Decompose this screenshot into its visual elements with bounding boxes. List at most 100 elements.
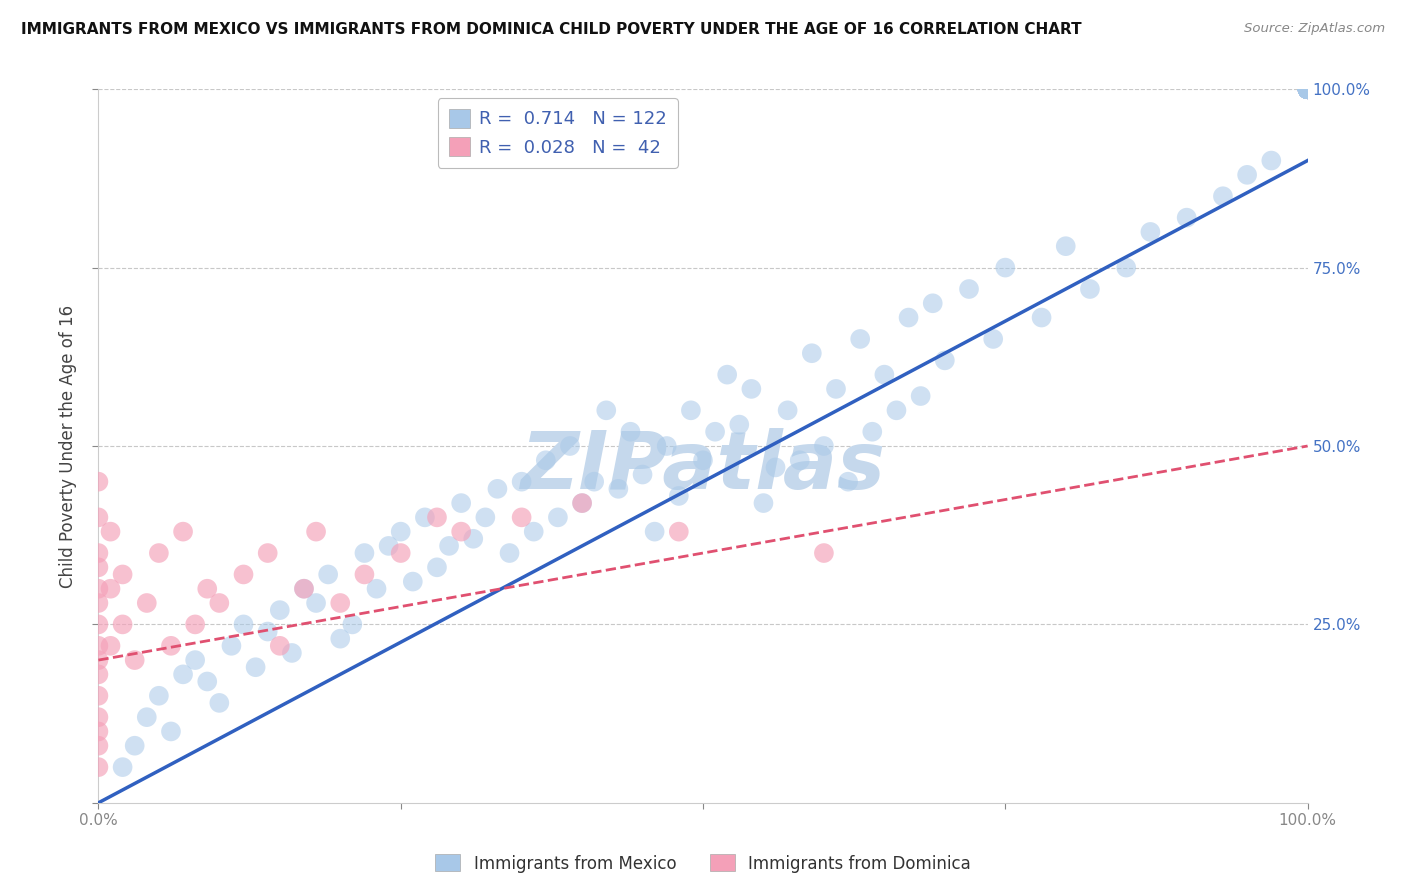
Point — [1296, 82, 1319, 96]
Point — [860, 425, 883, 439]
Point — [1054, 239, 1077, 253]
Point — [87, 510, 110, 524]
Y-axis label: Child Poverty Under the Age of 16: Child Poverty Under the Age of 16 — [59, 304, 77, 588]
Point — [389, 524, 412, 539]
Point — [1296, 82, 1319, 96]
Point — [910, 389, 932, 403]
Point — [752, 496, 775, 510]
Point — [87, 639, 110, 653]
Point — [100, 524, 122, 539]
Point — [245, 660, 267, 674]
Point — [172, 667, 194, 681]
Point — [1296, 82, 1319, 96]
Point — [111, 760, 134, 774]
Point — [87, 617, 110, 632]
Point — [668, 524, 690, 539]
Point — [1296, 82, 1319, 96]
Point — [1296, 82, 1319, 96]
Point — [765, 460, 787, 475]
Point — [1296, 82, 1319, 96]
Point — [148, 546, 170, 560]
Point — [305, 596, 328, 610]
Point — [160, 639, 183, 653]
Point — [1296, 82, 1319, 96]
Point — [353, 567, 375, 582]
Point — [776, 403, 799, 417]
Point — [87, 667, 110, 681]
Point — [1296, 82, 1319, 96]
Point — [1296, 82, 1319, 96]
Point — [1296, 82, 1319, 96]
Point — [269, 603, 291, 617]
Point — [172, 524, 194, 539]
Point — [269, 639, 291, 653]
Point — [1296, 82, 1319, 96]
Point — [353, 546, 375, 560]
Point — [1296, 82, 1319, 96]
Point — [1296, 82, 1319, 96]
Point — [195, 674, 218, 689]
Point — [1175, 211, 1198, 225]
Point — [87, 582, 110, 596]
Point — [1296, 82, 1319, 96]
Point — [232, 617, 254, 632]
Point — [389, 546, 412, 560]
Point — [87, 560, 110, 574]
Point — [510, 475, 533, 489]
Point — [1296, 82, 1319, 96]
Point — [510, 510, 533, 524]
Point — [437, 539, 460, 553]
Point — [547, 510, 569, 524]
Point — [728, 417, 751, 432]
Point — [87, 689, 110, 703]
Point — [1296, 82, 1319, 96]
Point — [789, 453, 811, 467]
Point — [256, 624, 278, 639]
Point — [1296, 82, 1319, 96]
Point — [377, 539, 399, 553]
Point — [921, 296, 943, 310]
Point — [111, 567, 134, 582]
Point — [87, 546, 110, 560]
Point — [981, 332, 1004, 346]
Point — [221, 639, 243, 653]
Point — [1296, 82, 1319, 96]
Point — [813, 546, 835, 560]
Point — [1139, 225, 1161, 239]
Point — [1031, 310, 1053, 325]
Point — [704, 425, 727, 439]
Point — [232, 567, 254, 582]
Point — [558, 439, 581, 453]
Point — [619, 425, 641, 439]
Point — [873, 368, 896, 382]
Point — [184, 617, 207, 632]
Point — [668, 489, 690, 503]
Point — [366, 582, 388, 596]
Point — [1296, 82, 1319, 96]
Point — [281, 646, 304, 660]
Point — [486, 482, 509, 496]
Point — [523, 524, 546, 539]
Point — [1296, 82, 1319, 96]
Point — [184, 653, 207, 667]
Point — [1296, 82, 1319, 96]
Text: IMMIGRANTS FROM MEXICO VS IMMIGRANTS FROM DOMINICA CHILD POVERTY UNDER THE AGE O: IMMIGRANTS FROM MEXICO VS IMMIGRANTS FRO… — [21, 22, 1081, 37]
Point — [342, 617, 364, 632]
Point — [135, 710, 157, 724]
Point — [1260, 153, 1282, 168]
Point — [148, 689, 170, 703]
Point — [1296, 82, 1319, 96]
Point — [897, 310, 920, 325]
Point — [1296, 82, 1319, 96]
Point — [100, 639, 122, 653]
Point — [87, 653, 110, 667]
Point — [87, 724, 110, 739]
Point — [1296, 82, 1319, 96]
Point — [498, 546, 520, 560]
Point — [595, 403, 617, 417]
Point — [124, 653, 146, 667]
Point — [87, 596, 110, 610]
Point — [1296, 82, 1319, 96]
Point — [402, 574, 425, 589]
Point — [849, 332, 872, 346]
